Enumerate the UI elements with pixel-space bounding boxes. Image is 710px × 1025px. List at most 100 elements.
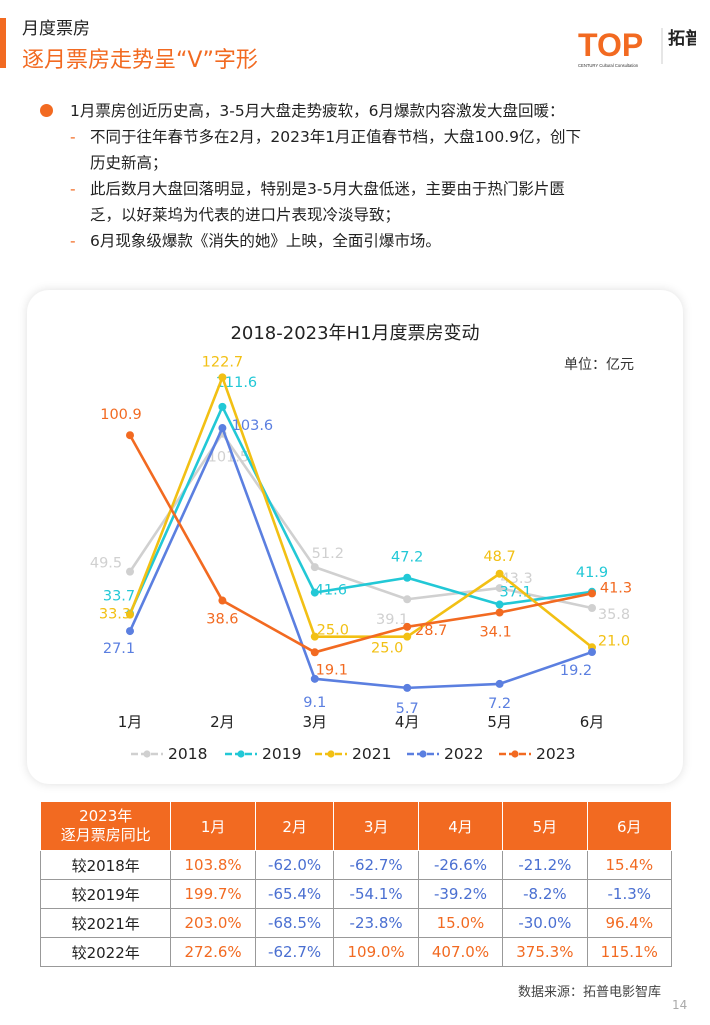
series-line-2021	[128, 376, 593, 649]
data-point	[495, 584, 504, 593]
table-cell: -65.4%	[254, 879, 335, 909]
data-label: 48.7	[483, 549, 515, 565]
table-cell: -26.6%	[417, 850, 504, 880]
table-row-label: 较2021年	[39, 908, 172, 938]
data-point	[495, 600, 504, 609]
x-tick-label: 2月	[210, 713, 235, 731]
bullet-dash-icon: -	[70, 180, 76, 198]
table-month-header: 1月	[170, 801, 256, 851]
data-point	[218, 424, 227, 433]
table-month-header: 4月	[417, 801, 504, 851]
data-label: 7.2	[488, 696, 511, 712]
data-point	[310, 588, 319, 597]
table-cell: -8.2%	[502, 879, 588, 909]
bullet-text-line: 历史新高；	[90, 154, 168, 172]
data-label: 19.1	[316, 662, 348, 678]
series-2022: 27.1 103.6 9.1 5.7 7.2 19.2	[103, 418, 596, 717]
table-cell: 203.0%	[170, 908, 256, 938]
data-point	[126, 610, 134, 619]
chart-card: 2018-2023年H1月度票房变动 单位：亿元 1月 2月 3月 4月 5月 6月 49.5 1…	[27, 290, 683, 784]
table-month-header: 6月	[586, 801, 673, 851]
table-cell: 15.4%	[586, 850, 673, 880]
chart-title: 2018-2023年H1月度票房变动	[230, 323, 479, 344]
bullet-text-line: 不同于往年春节多在2月，2023年1月正值春节档，大盘100.9亿，创下	[90, 128, 582, 146]
data-point	[403, 622, 412, 631]
x-tick-label: 6月	[580, 713, 605, 731]
data-point	[310, 648, 319, 657]
summary-bullets: 1月票房创近历史高，3-5月大盘走势疲软，6月爆款内容激发大盘回暖： - 不同于往…	[40, 98, 680, 254]
bullet-dash-icon: -	[70, 232, 76, 250]
legend-label: 2019	[262, 745, 301, 763]
legend-label: 2021	[352, 745, 391, 763]
table-cell: -62.7%	[254, 937, 335, 967]
page-number: 14	[672, 998, 688, 1012]
data-label: 25.0	[371, 641, 403, 657]
x-tick-label: 4月	[395, 713, 420, 731]
bullet-text-line: 6月现象级爆款《消失的她》上映，全面引爆市场。	[90, 232, 441, 250]
header-accent-bar	[0, 18, 6, 68]
bullet-sub-3: -6月现象级爆款《消失的她》上映，全面引爆市场。	[40, 228, 680, 254]
table-cell: -68.5%	[254, 908, 335, 938]
bullet-sub-2: - 此后数月大盘回落明显，特别是3-5月大盘低迷，主要由于热门影片匮 乏，以好莱坞为…	[40, 176, 680, 228]
data-point	[403, 595, 412, 604]
table-row-label: 较2019年	[39, 879, 172, 909]
table-cell: -21.2%	[502, 850, 588, 880]
series-line-2019	[128, 405, 593, 615]
data-label: 9.1	[303, 695, 326, 711]
legend-marker-icon	[237, 750, 245, 758]
bullet-main: 1月票房创近历史高，3-5月大盘走势疲软，6月爆款内容激发大盘回暖：	[40, 98, 680, 124]
legend-marker-icon	[143, 750, 151, 758]
table-cell: 96.4%	[586, 908, 673, 938]
data-label: 25.0	[317, 623, 349, 639]
data-point	[588, 589, 596, 598]
data-label: 122.7	[202, 354, 244, 370]
table-cell: -1.3%	[586, 879, 673, 909]
yoy-table: 2023年 逐月票房同比 1月 2月 3月 4月 5月 6月 较2018年 103.8% -62…	[39, 801, 673, 967]
table-cell: 407.0%	[417, 937, 504, 967]
data-label: 43.3	[500, 571, 532, 587]
table-row-label: 较2022年	[39, 937, 172, 967]
data-label: 39.1	[376, 612, 408, 628]
table-row: 较2019年 199.7% -65.4% -54.1% -39.2% -8.2% -1.3%	[39, 879, 673, 909]
table-cell: -62.0%	[254, 850, 335, 880]
table-cell: 375.3%	[502, 937, 588, 967]
svg-text:TOP: TOP	[578, 27, 643, 63]
data-point	[126, 431, 134, 440]
data-label: 35.8	[598, 607, 630, 623]
data-label: 19.2	[560, 663, 592, 679]
legend-marker-icon	[327, 750, 335, 758]
page-title: 逐月票房走势呈“V”字形	[22, 48, 258, 73]
legend-label: 2022	[444, 745, 483, 763]
data-point	[310, 563, 319, 572]
table-row: 较2021年 203.0% -68.5% -23.8% 15.0% -30.0% 96.4%	[39, 908, 673, 938]
table-cell: -54.1%	[333, 879, 419, 909]
data-point	[403, 683, 412, 692]
data-label: 37.1	[499, 585, 531, 601]
table-cell: 115.1%	[586, 937, 673, 967]
data-point	[495, 608, 504, 617]
data-label: 5.7	[396, 701, 419, 717]
data-label: 103.6	[232, 418, 274, 434]
data-point	[588, 603, 596, 612]
table-month-header: 2月	[254, 801, 335, 851]
data-point	[310, 674, 319, 683]
series-2023: 100.9 38.6 19.1 28.7 34.1 41.3	[100, 407, 632, 678]
svg-text:CENTURY Cultural Consultation: CENTURY Cultural Consultation	[578, 63, 639, 68]
data-label: 41.3	[600, 580, 632, 596]
chart-legend: 2018 2019 2021 2022 2023	[131, 745, 575, 763]
data-label: 21.0	[598, 633, 630, 649]
legend-marker-icon	[419, 750, 427, 758]
data-point	[495, 679, 504, 688]
section-label: 月度票房	[22, 19, 90, 39]
data-label: 51.2	[312, 546, 344, 562]
table-row-label: 较2018年	[39, 850, 172, 880]
data-point	[218, 596, 227, 605]
x-tick-label: 3月	[303, 713, 328, 731]
chart-unit: 单位：亿元	[564, 357, 634, 373]
bullet-text-line: 乏，以好莱坞为代表的进口片表现冷淡导致；	[90, 206, 401, 224]
data-label: 28.7	[415, 623, 447, 639]
x-tick-label: 5月	[487, 713, 512, 731]
series-2021: 33.3 122.7 25.0 25.0 48.7 21.0	[99, 354, 630, 656]
table-corner-header: 2023年 逐月票房同比	[39, 801, 172, 851]
